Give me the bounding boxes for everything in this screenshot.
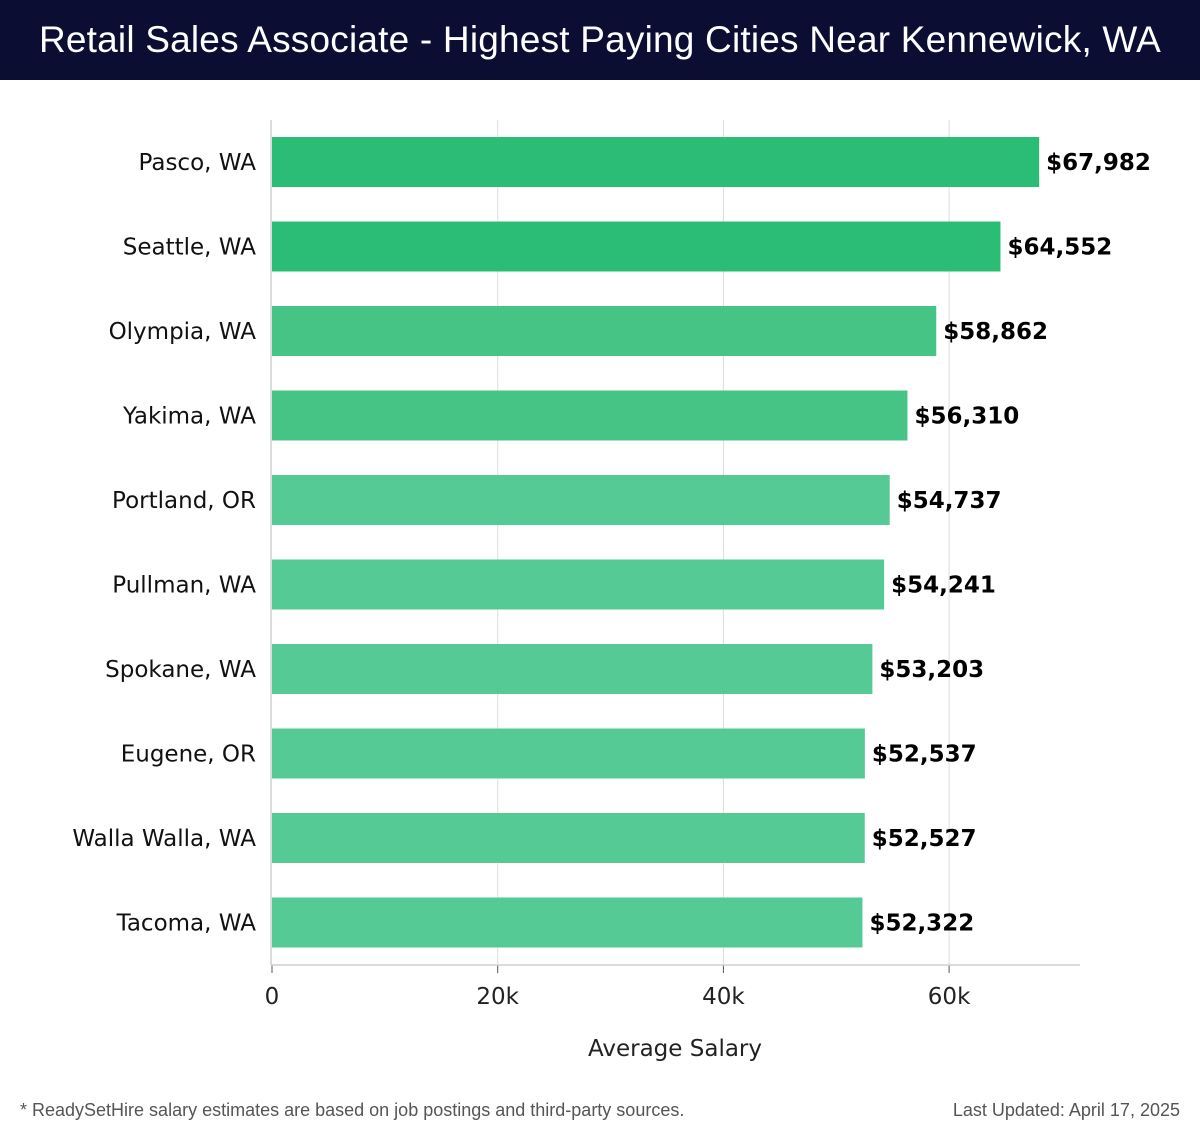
bar-chart: 0 20k 40k 60k Pasco, WA $67,982 Seattle, WA $64… [72,120,1151,1062]
last-updated: Last Updated: April 17, 2025 [952,1100,1180,1120]
value-label: $67,982 [1046,150,1151,176]
bar [272,897,863,948]
bar [272,559,885,610]
footnote: * ReadySetHire salary estimates are base… [20,1100,685,1120]
x-axis-title: Average Salary [588,1036,762,1062]
category-label: Seattle, WA [123,235,257,261]
category-label: Spokane, WA [105,657,256,683]
value-label: $54,737 [897,488,1002,514]
bar [272,813,865,863]
x-tick-label: 40k [702,984,745,1010]
bars [272,137,1040,948]
x-tick-label: 60k [928,984,971,1010]
value-label: $52,537 [872,742,977,768]
bar [272,644,873,694]
chart-title: Retail Sales Associate - Highest Paying … [0,0,1200,80]
category-label: Pullman, WA [112,573,256,599]
value-label: $54,241 [891,573,996,599]
value-label: $64,552 [1007,235,1112,261]
category-label: Walla Walla, WA [72,826,256,852]
bar [272,475,890,525]
value-label: $58,862 [943,319,1048,345]
bar [272,221,1001,272]
value-label: $52,527 [872,826,977,852]
bar [272,137,1040,187]
category-label: Portland, OR [112,488,256,514]
value-label: $53,203 [879,657,984,683]
labels: 0 20k 40k 60k Pasco, WA $67,982 Seattle, WA $64… [72,150,1151,1010]
bar [272,306,937,356]
category-label: Tacoma, WA [116,911,257,937]
category-label: Eugene, OR [121,742,256,768]
category-label: Yakima, WA [122,404,256,430]
x-tick-label: 20k [476,984,519,1010]
x-tick-label: 0 [265,984,280,1010]
bar [272,390,908,441]
value-label: $52,322 [869,911,974,937]
value-label: $56,310 [914,404,1019,430]
category-label: Olympia, WA [109,319,257,345]
category-label: Pasco, WA [139,150,257,176]
bar [272,728,865,779]
